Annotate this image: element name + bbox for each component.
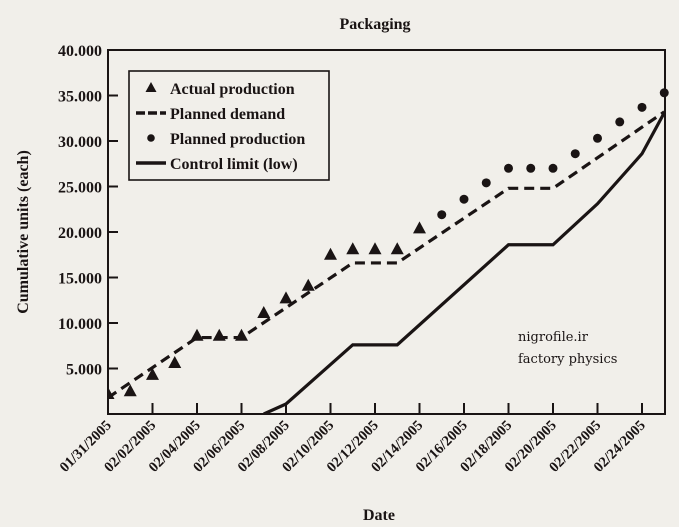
y-axis-label: Cumulative units (each) (15, 150, 32, 314)
legend-triangle-icon (145, 82, 157, 92)
y-tick-label: 15.000 (58, 271, 102, 288)
planned-production-point (548, 163, 558, 173)
legend: Actual production Planned demand Planned p… (128, 70, 330, 181)
planned-demand-line (108, 110, 666, 399)
series-layer (108, 88, 669, 414)
planned-production-point (615, 117, 625, 127)
x-axis-label: Date (363, 507, 395, 524)
actual-production-point (413, 221, 426, 234)
y-tick-label: 35.000 (58, 89, 102, 106)
actual-production-point (368, 242, 382, 255)
series-control-limit-low (263, 112, 666, 414)
actual-production-point (324, 247, 337, 260)
series-planned-production (437, 88, 669, 220)
actual-production-point (190, 328, 204, 341)
actual-production-point (146, 367, 159, 380)
legend-label: Control limit (low) (170, 156, 298, 173)
series-planned-demand (108, 110, 666, 399)
planned-production-point (459, 194, 469, 204)
watermark-site: nigrofile.ir (518, 330, 589, 345)
y-tick-label: 40.000 (58, 43, 102, 60)
legend-label: Actual production (170, 81, 295, 98)
actual-production-point (123, 384, 137, 397)
series-actual-production (108, 221, 426, 399)
planned-production-point (504, 163, 513, 173)
y-tick-label: 20.000 (58, 225, 102, 242)
planned-production-point (481, 178, 491, 188)
actual-production-point (390, 242, 404, 255)
legend-label: Planned production (170, 131, 305, 148)
watermark-book: factory physics (518, 352, 617, 367)
planned-production-point (437, 210, 447, 220)
y-tick-label: 5.000 (66, 362, 102, 379)
planned-production-point (526, 163, 536, 173)
planned-production-point (570, 149, 580, 159)
y-axis: 5.000 10.000 15.000 20.000 25.000 30.000 35.00… (58, 43, 118, 379)
actual-production-point (257, 305, 271, 318)
chart-title: Packaging (339, 16, 410, 33)
legend-label: Planned demand (170, 106, 285, 123)
y-tick-label: 10.000 (58, 316, 102, 333)
y-tick-label: 30.000 (58, 134, 102, 151)
planned-production-point (593, 133, 602, 143)
actual-production-point (168, 356, 182, 369)
actual-production-point (301, 278, 315, 291)
y-tick-label: 25.000 (58, 180, 102, 197)
planned-production-point (659, 88, 669, 98)
planned-production-point (637, 102, 647, 112)
legend-circle-icon (147, 134, 155, 142)
actual-production-point (346, 242, 360, 255)
control-limit-line (263, 112, 666, 414)
actual-production-point (279, 291, 293, 304)
